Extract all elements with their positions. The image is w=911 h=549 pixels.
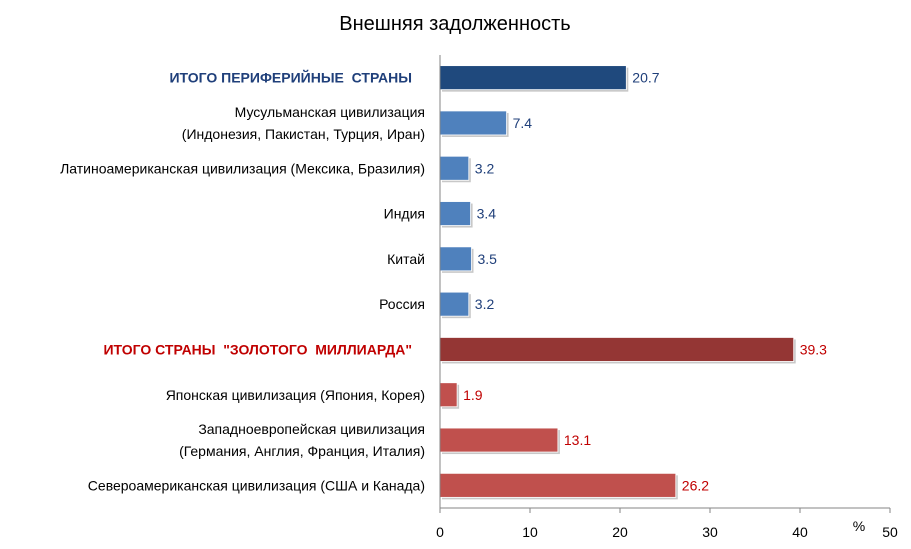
x-tick-label-0: 0 <box>436 524 444 540</box>
value-label-2: 3.2 <box>475 160 495 176</box>
value-label-9: 26.2 <box>682 477 709 493</box>
category-label-group: ИТОГО ПЕРИФЕРИЙНЫЕ СТРАНЫ Мусульманская ц… <box>60 69 425 494</box>
bar-7 <box>439 382 458 408</box>
bar-6 <box>439 337 795 362</box>
value-label-4: 3.5 <box>478 251 498 267</box>
bar-3 <box>439 201 472 226</box>
category-label-5: Россия <box>379 296 425 312</box>
bar-8 <box>439 427 559 453</box>
value-label-8: 13.1 <box>564 432 591 448</box>
category-label-6: ИТОГО СТРАНЫ "ЗОЛОТОГО МИЛЛИАРДА" <box>103 341 412 357</box>
value-label-1: 7.4 <box>513 115 533 131</box>
category-label-1-line-1: (Индонезия, Пакистан, Турция, Иран) <box>182 126 425 142</box>
category-label-7: Японская цивилизация (Япония, Корея) <box>166 387 425 403</box>
bar-4 <box>439 246 472 272</box>
category-label-4: Китай <box>387 251 425 267</box>
x-tick-label-1: 10 <box>522 524 538 540</box>
bar-9 <box>439 472 677 498</box>
category-label-8-line-0: Западноевропейская цивилизация <box>198 421 425 437</box>
bar-5 <box>439 291 470 317</box>
category-label-9: Североамериканская цивилизация (США и Ка… <box>88 477 425 493</box>
x-tick-label-4: 40 <box>792 524 808 540</box>
category-label-0: ИТОГО ПЕРИФЕРИЙНЫЕ СТРАНЫ <box>169 69 412 86</box>
category-label-1-line-0: Мусульманская цивилизация <box>235 104 425 120</box>
bar-2 <box>439 155 470 181</box>
category-label-2: Латиноамериканская цивилизация (Мексика,… <box>60 160 425 176</box>
bar-0 <box>439 65 627 91</box>
x-tick-label-5: 50 <box>882 524 898 540</box>
value-label-group: 20.7 7.4 3.2 3.4 3.5 3.2 39.3 1.9 13.1 26.2 <box>463 70 827 494</box>
chart-title: Внешняя задолженность <box>339 13 570 35</box>
x-tick-label-2: 20 <box>612 524 628 540</box>
unit-label: % <box>853 518 865 534</box>
value-label-5: 3.2 <box>475 296 495 312</box>
value-label-3: 3.4 <box>477 206 497 222</box>
category-label-8-line-1: (Германия, Англия, Франция, Италия) <box>179 443 425 459</box>
value-label-0: 20.7 <box>632 70 659 86</box>
bar-group <box>439 65 796 500</box>
bar-1 <box>439 110 507 136</box>
x-tick-label-3: 30 <box>702 524 718 540</box>
x-tick-group: 0 10 20 30 40 50 <box>436 508 898 540</box>
value-label-7: 1.9 <box>463 387 483 403</box>
category-label-3: Индия <box>384 206 425 222</box>
value-label-6: 39.3 <box>800 341 827 357</box>
